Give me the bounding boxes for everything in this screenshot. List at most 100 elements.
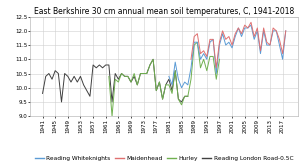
Reading London Road-0.5C xyxy=(107,64,111,66)
Maidenhead xyxy=(189,58,193,60)
Reading Whiteknights xyxy=(275,30,278,32)
Reading Whiteknights xyxy=(186,84,190,86)
Reading Whiteknights xyxy=(173,61,177,63)
Maidenhead xyxy=(237,27,240,29)
Reading London Road-0.5C xyxy=(91,64,95,66)
Maidenhead xyxy=(262,27,265,29)
Maidenhead xyxy=(214,67,218,69)
Reading London Road-0.5C xyxy=(145,73,149,75)
Reading London Road-0.5C xyxy=(116,78,120,80)
Hurley xyxy=(113,78,117,80)
Maidenhead xyxy=(195,33,199,35)
Reading London Road-0.5C xyxy=(50,78,54,80)
Reading London Road-0.5C xyxy=(98,64,101,66)
Maidenhead xyxy=(246,27,250,29)
Reading Whiteknights xyxy=(281,58,285,60)
Reading Whiteknights xyxy=(202,53,206,55)
Reading London Road-0.5C xyxy=(164,84,168,86)
Maidenhead xyxy=(259,50,262,52)
Hurley xyxy=(148,64,152,66)
Hurley xyxy=(161,98,164,100)
Line: Maidenhead: Maidenhead xyxy=(191,22,286,68)
Maidenhead xyxy=(249,21,253,23)
Reading London Road-0.5C xyxy=(110,101,114,103)
Reading London Road-0.5C xyxy=(154,90,158,92)
Hurley xyxy=(164,84,168,86)
Hurley xyxy=(214,78,218,80)
Reading Whiteknights xyxy=(183,81,187,83)
Maidenhead xyxy=(208,38,212,40)
Reading Whiteknights xyxy=(249,24,253,26)
Reading London Road-0.5C xyxy=(95,67,98,69)
Reading London Road-0.5C xyxy=(186,95,190,97)
Reading London Road-0.5C xyxy=(63,73,67,75)
Hurley xyxy=(173,70,177,72)
Hurley xyxy=(154,90,158,92)
Reading Whiteknights xyxy=(278,44,281,46)
Reading London Road-0.5C xyxy=(129,81,133,83)
Hurley xyxy=(202,58,206,60)
Reading London Road-0.5C xyxy=(142,73,145,75)
Reading Whiteknights xyxy=(211,38,215,40)
Maidenhead xyxy=(240,33,244,35)
Reading London Road-0.5C xyxy=(69,81,73,83)
Hurley xyxy=(211,55,215,57)
Line: Reading London Road-0.5C: Reading London Road-0.5C xyxy=(43,59,188,102)
Maidenhead xyxy=(199,53,202,55)
Hurley xyxy=(192,44,196,46)
Hurley xyxy=(177,98,180,100)
Hurley xyxy=(136,84,139,86)
Reading London Road-0.5C xyxy=(151,58,155,60)
Reading Whiteknights xyxy=(205,58,209,60)
Hurley xyxy=(170,92,174,94)
Hurley xyxy=(199,67,202,69)
Maidenhead xyxy=(233,33,237,35)
Reading London Road-0.5C xyxy=(136,84,139,86)
Reading London Road-0.5C xyxy=(47,73,51,75)
Hurley xyxy=(151,58,155,60)
Title: East Berkshire 30 cm annual mean soil temperatures, C, 1941-2018: East Berkshire 30 cm annual mean soil te… xyxy=(34,7,294,16)
Reading London Road-0.5C xyxy=(44,75,47,77)
Hurley xyxy=(218,58,221,60)
Hurley xyxy=(157,81,161,83)
Reading London Road-0.5C xyxy=(126,75,130,77)
Reading London Road-0.5C xyxy=(41,92,44,94)
Reading London Road-0.5C xyxy=(79,75,82,77)
Maidenhead xyxy=(284,30,288,32)
Hurley xyxy=(167,84,171,86)
Reading London Road-0.5C xyxy=(57,73,60,75)
Reading London Road-0.5C xyxy=(123,75,126,77)
Maidenhead xyxy=(265,41,269,43)
Reading London Road-0.5C xyxy=(88,95,92,97)
Reading Whiteknights xyxy=(195,41,199,43)
Reading London Road-0.5C xyxy=(101,67,104,69)
Reading London Road-0.5C xyxy=(173,70,177,72)
Maidenhead xyxy=(224,38,228,40)
Maidenhead xyxy=(218,41,221,43)
Maidenhead xyxy=(230,44,234,46)
Maidenhead xyxy=(278,38,281,40)
Hurley xyxy=(183,95,187,97)
Reading London Road-0.5C xyxy=(170,90,174,92)
Hurley xyxy=(186,95,190,97)
Reading Whiteknights xyxy=(221,33,224,35)
Hurley xyxy=(205,70,209,72)
Reading Whiteknights xyxy=(233,36,237,38)
Hurley xyxy=(208,55,212,57)
Maidenhead xyxy=(271,27,275,29)
Reading Whiteknights xyxy=(240,36,244,38)
Legend: Reading Whiteknights, Maidenhead, Hurley, Reading London Road-0.5C: Reading Whiteknights, Maidenhead, Hurley… xyxy=(33,153,295,163)
Hurley xyxy=(123,75,126,77)
Maidenhead xyxy=(211,38,215,40)
Reading Whiteknights xyxy=(243,27,247,29)
Maidenhead xyxy=(281,53,285,55)
Hurley xyxy=(139,73,142,75)
Reading London Road-0.5C xyxy=(113,73,117,75)
Maidenhead xyxy=(221,30,224,32)
Reading Whiteknights xyxy=(262,30,265,32)
Reading Whiteknights xyxy=(284,30,288,32)
Maidenhead xyxy=(243,24,247,26)
Reading Whiteknights xyxy=(218,44,221,46)
Hurley xyxy=(142,73,145,75)
Hurley xyxy=(120,73,123,75)
